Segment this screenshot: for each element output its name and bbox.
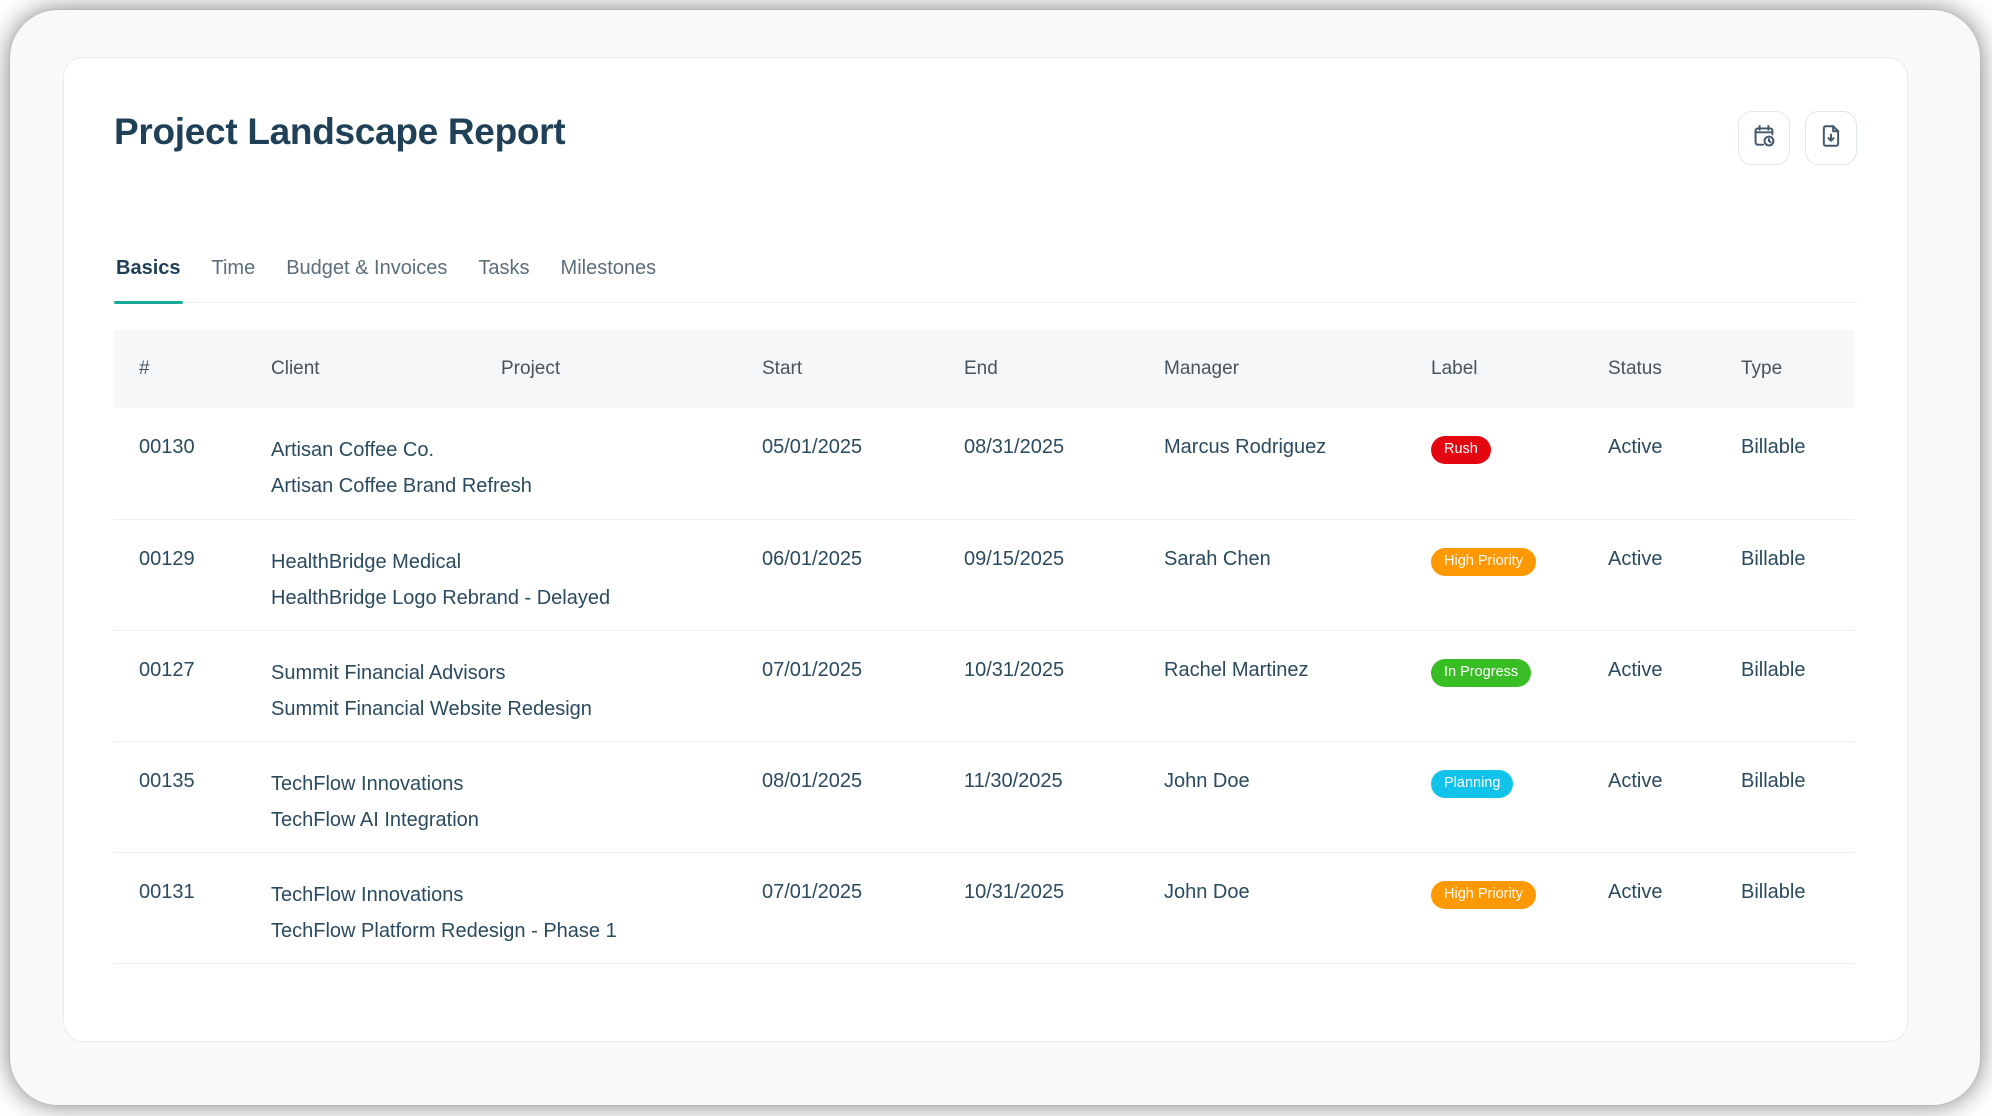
table-row[interactable]: 00129 HealthBridge Medical HealthBridge … [114,519,1854,631]
status-value: Active [1583,408,1716,520]
project-number: 00127 [114,630,246,742]
project-name: Artisan Coffee Brand Refresh [271,475,532,497]
header-actions [1738,111,1857,165]
app-window: Project Landscape Report [10,10,1980,1105]
report-header: Project Landscape Report [114,58,1857,165]
label-badge: In Progress [1431,658,1532,687]
label-badge: High Priority [1431,547,1536,576]
client-project-cell: TechFlow Innovations TechFlow AI Integra… [246,741,737,853]
end-date: 11/30/2025 [939,741,1139,853]
table-row[interactable]: 00135 TechFlow Innovations TechFlow AI I… [114,741,1854,853]
project-number: 00129 [114,519,246,631]
type-value: Billable [1716,519,1854,631]
project-name: HealthBridge Logo Rebrand - Delayed [271,586,611,609]
type-value: Billable [1716,741,1854,853]
project-name: TechFlow Platform Redesign - Phase 1 [271,919,617,942]
report-card: Project Landscape Report [63,57,1908,1042]
table-row[interactable]: 00131 TechFlow Innovations TechFlow Plat… [114,852,1854,964]
label-badge: Planning [1431,769,1514,798]
type-value: Billable [1716,408,1854,520]
col-manager: Manager [1139,330,1406,408]
col-label: Label [1406,330,1583,408]
start-date: 06/01/2025 [737,519,939,631]
client-project-cell: TechFlow Innovations TechFlow Platform R… [246,852,737,964]
end-date: 08/31/2025 [939,408,1139,520]
projects-table: # Client Project Start End Manager Label… [114,330,1854,964]
status-value: Active [1583,741,1716,853]
type-value: Billable [1716,630,1854,742]
client-project-cell: Summit Financial Advisors Summit Financi… [246,630,737,742]
table-header: # Client Project Start End Manager Label… [114,330,1854,408]
label-badge: High Priority [1431,880,1536,909]
client-name: Artisan Coffee Co. [271,439,435,461]
tab-budget-invoices[interactable]: Budget & Invoices [286,257,448,279]
end-date: 09/15/2025 [939,519,1139,631]
project-name: TechFlow AI Integration [271,808,479,831]
col-type: Type [1716,330,1854,408]
start-date: 07/01/2025 [737,630,939,742]
start-date: 08/01/2025 [737,741,939,853]
tab-time[interactable]: Time [211,257,256,279]
report-tabs: Basics Time Budget & Invoices Tasks Mile… [114,255,1857,304]
client-project-cell: Artisan Coffee Co. Artisan Coffee Brand … [246,408,737,520]
tab-tasks[interactable]: Tasks [478,257,530,279]
calendar-clock-icon [1751,123,1777,154]
table-row[interactable]: 00130 Artisan Coffee Co. Artisan Coffee … [114,408,1854,520]
project-number: 00131 [114,852,246,964]
col-client: Client [246,330,476,408]
col-number: # [114,330,246,408]
project-number: 00135 [114,741,246,853]
col-status: Status [1583,330,1716,408]
col-end: End [939,330,1139,408]
table-row[interactable]: 00127 Summit Financial Advisors Summit F… [114,630,1854,742]
client-name: TechFlow Innovations [271,772,464,795]
col-start: Start [737,330,939,408]
manager-name: John Doe [1139,852,1406,964]
tab-basics[interactable]: Basics [114,255,183,304]
col-project: Project [476,330,737,408]
tab-milestones[interactable]: Milestones [560,257,657,279]
project-number: 00130 [114,408,246,520]
client-name: Summit Financial Advisors [271,661,506,684]
schedule-report-button[interactable] [1738,111,1790,165]
end-date: 10/31/2025 [939,852,1139,964]
page-title: Project Landscape Report [114,111,566,152]
manager-name: Rachel Martinez [1139,630,1406,742]
start-date: 07/01/2025 [737,852,939,964]
status-value: Active [1583,519,1716,631]
manager-name: Marcus Rodriguez [1139,408,1406,520]
file-download-icon [1818,123,1844,154]
project-name: Summit Financial Website Redesign [271,697,592,720]
manager-name: John Doe [1139,741,1406,853]
end-date: 10/31/2025 [939,630,1139,742]
start-date: 05/01/2025 [737,408,939,520]
client-name: HealthBridge Medical [271,550,462,573]
client-project-cell: HealthBridge Medical HealthBridge Logo R… [246,519,737,631]
type-value: Billable [1716,852,1854,964]
status-value: Active [1583,630,1716,742]
manager-name: Sarah Chen [1139,519,1406,631]
export-report-button[interactable] [1805,111,1857,165]
client-name: TechFlow Innovations [271,883,464,906]
status-value: Active [1583,852,1716,964]
label-badge: Rush [1431,436,1491,464]
